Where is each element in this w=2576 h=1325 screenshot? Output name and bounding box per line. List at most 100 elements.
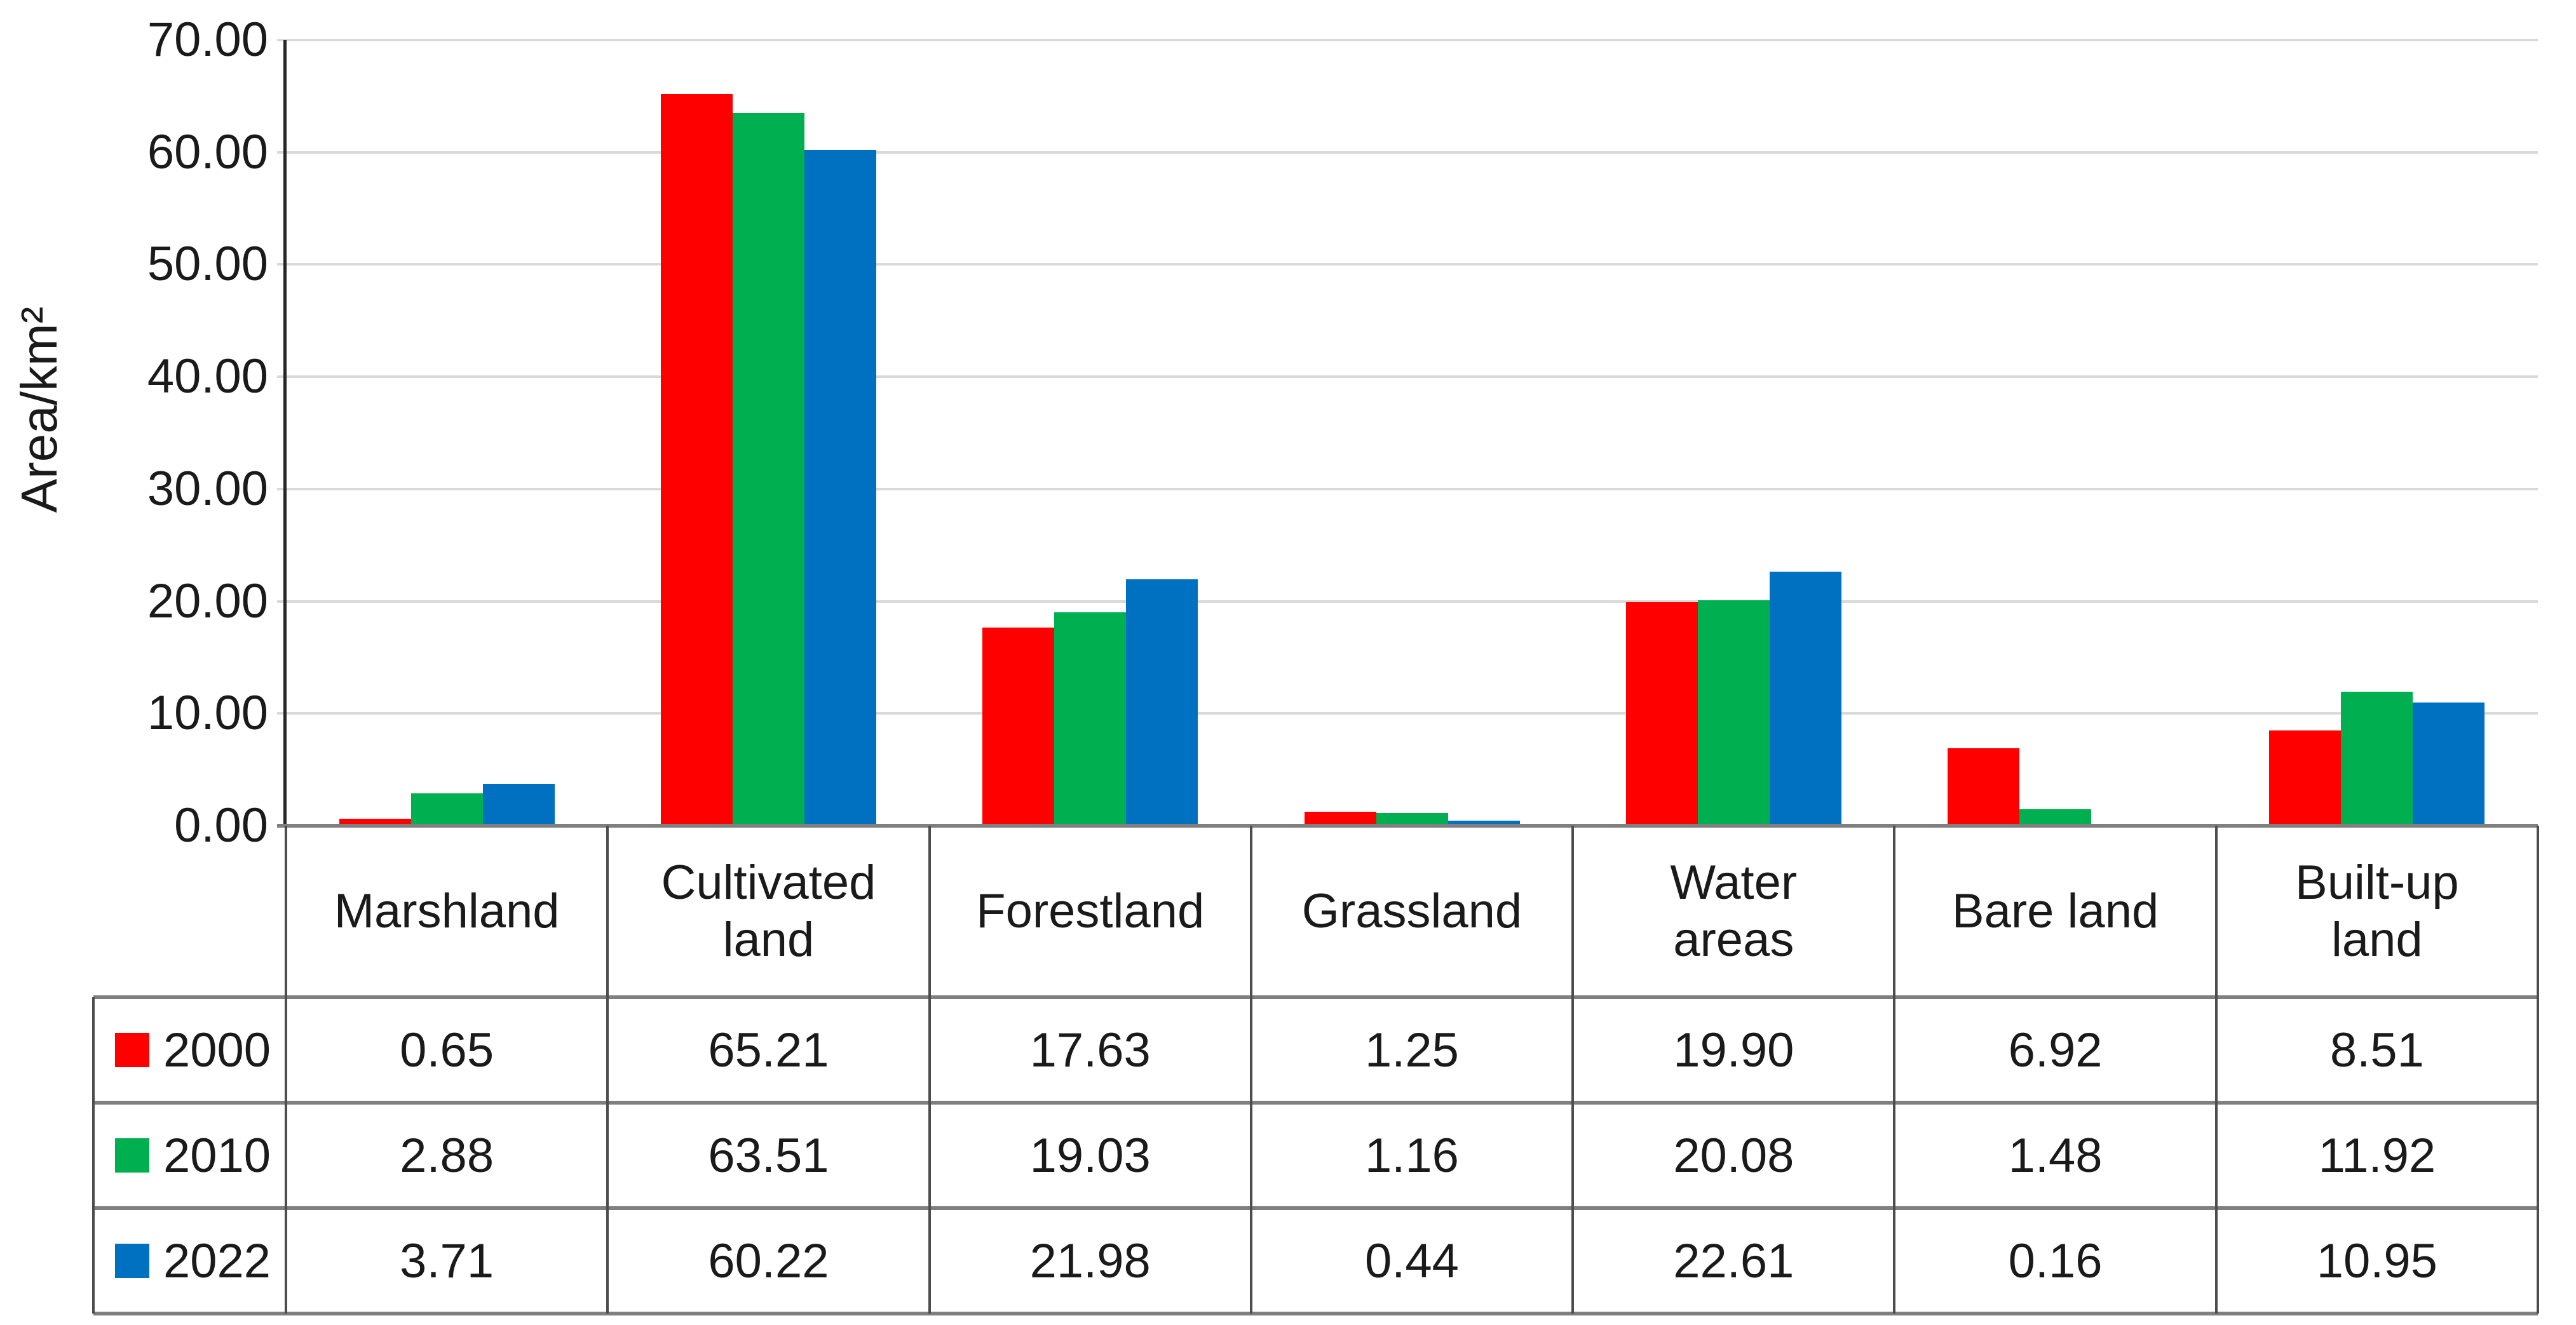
bar-2000-bare-land — [1948, 748, 2020, 826]
bar-2022-forestland — [1126, 579, 1198, 826]
table-header-line: Cultivated — [661, 856, 876, 910]
gridline — [277, 487, 2538, 490]
table-cell-2022-forestland: 21.98 — [1029, 1234, 1151, 1288]
row-label-2010: 2010 — [93, 1103, 286, 1208]
bar-2000-forestland — [982, 628, 1055, 826]
gridline — [277, 39, 2538, 41]
table-cell-2000-forestland: 17.63 — [1029, 1023, 1151, 1077]
y-axis-title: Area/km² — [11, 306, 67, 513]
table-header-line: Grassland — [1301, 884, 1522, 938]
table-header-line: areas — [1673, 913, 1794, 967]
table-cell-2000-bare-land: 6.92 — [2008, 1023, 2103, 1077]
table-cell-2010-built-up-land: 11.92 — [2318, 1128, 2436, 1183]
table-vertical-border — [928, 997, 931, 1314]
y-axis-tick-label: 60.00 — [147, 124, 268, 179]
bar-2000-built-up-land — [2269, 730, 2342, 826]
y-axis-tick-label: 10.00 — [147, 686, 268, 741]
table-cell-2010-grassland: 1.16 — [1365, 1128, 1459, 1183]
table-header-line: Marshland — [334, 884, 560, 938]
table-header-line: Water — [1670, 856, 1798, 910]
x-axis-baseline — [277, 824, 2538, 828]
legend-swatch-2022 — [115, 1244, 149, 1278]
row-year-label: 2010 — [163, 1128, 271, 1183]
table-cell-2000-grassland: 1.25 — [1365, 1023, 1459, 1077]
table-header-line: land — [722, 913, 815, 967]
bar-2010-bare-land — [2019, 809, 2092, 826]
bar-2022-cultivated-land — [804, 149, 876, 826]
table-header-cell-water-areas: Water areas — [1573, 826, 1894, 997]
table-vertical-border — [1249, 997, 1252, 1314]
bar-2010-water-areas — [1697, 600, 1770, 826]
table-vertical-border — [285, 826, 287, 997]
table-header-cell-built-up-land: Built-up land — [2216, 826, 2538, 997]
table-cell-2022-marshland: 3.71 — [400, 1234, 494, 1288]
table-header-cell-cultivated-land: Cultivated land — [607, 826, 929, 997]
table-horizontal-border — [93, 1101, 2538, 1105]
table-horizontal-border — [93, 1206, 2538, 1210]
bar-2000-cultivated-land — [660, 93, 733, 826]
table-vertical-border — [2214, 997, 2218, 1314]
y-axis-tick-label: 50.00 — [147, 237, 268, 292]
table-cell-2022-cultivated-land: 60.22 — [708, 1234, 829, 1288]
y-axis-tick-label: 20.00 — [147, 574, 268, 628]
gridline — [277, 375, 2538, 379]
y-axis-tick-label: 70.00 — [147, 13, 268, 67]
y-axis-tick-label: 40.00 — [147, 349, 268, 404]
table-vertical-border — [1249, 826, 1252, 997]
table-cell-2010-water-areas: 20.08 — [1673, 1128, 1794, 1183]
bar-2010-cultivated-land — [732, 112, 804, 826]
table-vertical-border — [606, 826, 609, 997]
table-cell-2022-grassland: 0.44 — [1365, 1234, 1459, 1288]
legend-swatch-2000 — [115, 1033, 149, 1067]
table-cell-2000-built-up-land: 8.51 — [2329, 1023, 2424, 1077]
bar-2010-forestland — [1054, 612, 1127, 826]
gridline — [277, 712, 2538, 715]
bar-2010-marshland — [410, 793, 483, 826]
table-cell-2022-bare-land: 0.16 — [2008, 1234, 2103, 1288]
bar-2022-marshland — [482, 784, 555, 826]
table-cell-2010-cultivated-land: 63.51 — [708, 1128, 829, 1183]
bar-2010-grassland — [1376, 812, 1448, 826]
table-header-line: land — [2331, 913, 2423, 967]
table-vertical-border — [1893, 826, 1896, 997]
bar-2022-grassland — [1447, 821, 1520, 826]
gridline — [277, 151, 2538, 154]
gridline — [277, 600, 2538, 603]
y-axis-tick-label: 0.00 — [174, 798, 268, 852]
table-vertical-border — [2537, 826, 2539, 997]
gridline — [277, 263, 2538, 266]
bar-2000-water-areas — [1625, 602, 1698, 826]
row-label-2000: 2000 — [93, 997, 286, 1103]
table-vertical-border — [2537, 997, 2539, 1314]
row-year-label: 2000 — [163, 1023, 271, 1077]
table-vertical-border — [1893, 997, 1896, 1314]
table-vertical-border — [2214, 826, 2218, 997]
table-header-line: Forestland — [976, 884, 1205, 938]
table-cell-2000-cultivated-land: 65.21 — [708, 1023, 829, 1077]
row-label-2022: 2022 — [93, 1208, 286, 1314]
table-header-cell-forestland: Forestland — [930, 826, 1251, 997]
table-header-line: Bare land — [1951, 884, 2159, 938]
table-horizontal-border — [93, 1312, 2538, 1315]
y-axis-line — [283, 40, 287, 826]
table-header-cell-marshland: Marshland — [286, 826, 607, 997]
row-year-label: 2022 — [163, 1234, 271, 1288]
table-vertical-border — [928, 826, 931, 997]
table-cell-2010-marshland: 2.88 — [400, 1128, 494, 1183]
legend-swatch-2010 — [115, 1138, 149, 1173]
table-cell-2022-water-areas: 22.61 — [1673, 1234, 1794, 1288]
table-horizontal-border — [93, 995, 2538, 999]
bar-2000-grassland — [1304, 811, 1376, 826]
table-header-cell-grassland: Grassland — [1251, 826, 1573, 997]
table-vertical-border — [606, 997, 609, 1314]
table-vertical-border — [1571, 826, 1575, 997]
bar-2022-water-areas — [1769, 572, 1841, 826]
table-vertical-border — [1571, 997, 1575, 1314]
table-cell-2010-bare-land: 1.48 — [2008, 1128, 2103, 1183]
table-vertical-border — [92, 997, 95, 1314]
table-cell-2022-built-up-land: 10.95 — [2316, 1234, 2437, 1288]
table-vertical-border — [285, 997, 287, 1314]
y-axis-tick-label: 30.00 — [147, 461, 268, 516]
table-cell-2000-marshland: 0.65 — [400, 1023, 494, 1077]
